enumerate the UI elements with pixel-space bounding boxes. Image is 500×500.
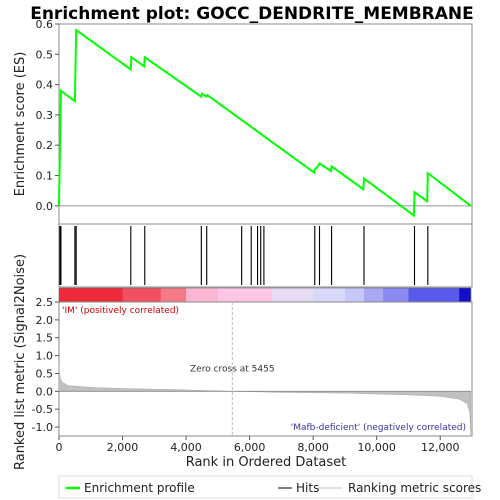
heat-segment: [217, 288, 273, 302]
metric-tick-label: -0.5: [32, 403, 53, 416]
es-tick-label: 0.5: [36, 48, 54, 61]
positive-correlation-label: 'IM' (positively correlated): [62, 306, 179, 316]
x-tick-label: 2,000: [107, 441, 139, 454]
heat-segment: [59, 288, 124, 302]
x-axis-title: Rank in Ordered Dataset: [186, 455, 347, 470]
zero-cross-label: Zero cross at 5455: [190, 365, 275, 375]
heat-segment: [408, 288, 460, 302]
heat-segment: [459, 288, 472, 302]
x-tick-label: 0: [56, 441, 63, 454]
metric-tick-label: 0.0: [36, 385, 54, 398]
legend-frame: [58, 475, 473, 499]
metric-tick-label: 1.5: [36, 332, 54, 345]
x-tick-label: 8,000: [297, 441, 329, 454]
es-y-ticks: 0.0 0.1 0.2 0.3 0.4 0.5 0.6: [36, 18, 59, 213]
heat-segment: [271, 288, 314, 302]
metric-y-ticks: -1.0 -0.5 0.0 0.5 1.0 1.5 2.0 2.5: [32, 296, 59, 434]
es-tick-label: 0.3: [36, 109, 54, 122]
ranking-heat-bar: [58, 287, 472, 303]
x-tick-label: 10,000: [357, 441, 396, 454]
heat-segment: [344, 288, 365, 302]
heat-segment: [383, 288, 409, 302]
x-tick-label: 4,000: [170, 441, 202, 454]
rank-x-ticks: 0 2,000 4,000 6,000 8,000 10,000 12,000: [56, 436, 460, 454]
es-y-axis-title: Enrichment score (ES): [13, 52, 28, 197]
metric-tick-label: 2.0: [36, 314, 54, 327]
es-tick-label: 0.4: [36, 79, 54, 92]
metric-tick-label: 0.5: [36, 367, 54, 380]
chart-title: Enrichment plot: GOCC_DENDRITE_MEMBRANE: [30, 4, 474, 24]
legend-label: Enrichment profile: [84, 481, 195, 495]
ranking-metric-area: [58, 366, 471, 437]
es-tick-label: 0.2: [36, 139, 54, 152]
x-tick-label: 12,000: [421, 441, 460, 454]
es-tick-label: 0.0: [36, 200, 54, 213]
hits-panel-frame: [58, 223, 473, 288]
metric-tick-label: 1.0: [36, 350, 54, 363]
enrichment-profile-line: [58, 28, 472, 218]
heat-segment: [160, 288, 187, 302]
metric-panel-frame: [58, 301, 473, 437]
x-tick-label: 6,000: [234, 441, 266, 454]
metric-tick-label: 2.5: [36, 296, 54, 309]
metric-y-axis-title: Ranked list metric (Signal2Noise): [13, 254, 28, 470]
legend-label: Hits: [296, 481, 319, 495]
heat-segment: [363, 288, 384, 302]
es-tick-label: 0.1: [36, 170, 54, 183]
legend-label: Ranking metric scores: [348, 481, 481, 495]
negative-correlation-label: 'Mafb-deficient' (negatively correlated): [291, 423, 466, 433]
hit-marks: [59, 226, 429, 285]
es-tick-label: 0.6: [36, 18, 54, 31]
heat-segment: [313, 288, 346, 302]
es-panel-frame: [58, 23, 473, 225]
heat-segment: [122, 288, 162, 302]
heat-segment: [186, 288, 219, 302]
legend: Enrichment profile Hits Ranking metric sco…: [66, 481, 481, 495]
metric-tick-label: -1.0: [32, 421, 53, 434]
